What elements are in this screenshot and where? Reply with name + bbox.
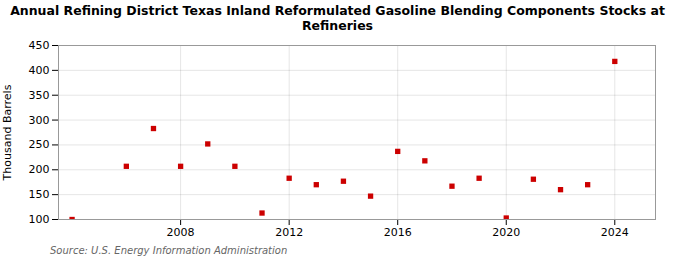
svg-text:250: 250 [29, 138, 50, 151]
svg-text:100: 100 [29, 213, 50, 226]
svg-text:2016: 2016 [384, 226, 412, 239]
svg-text:400: 400 [29, 64, 50, 77]
svg-text:350: 350 [29, 89, 50, 102]
svg-text:2024: 2024 [601, 226, 629, 239]
svg-text:150: 150 [29, 188, 50, 201]
html-text:Annual Refining District Texas: Annual Refining District Texas Inland Re… [10, 3, 665, 33]
svg-text:2012: 2012 [275, 226, 303, 239]
svg-text:2008: 2008 [167, 226, 195, 239]
svg-text:Thousand Barrels: Thousand Barrels [1, 84, 14, 181]
svg-text:450: 450 [29, 39, 50, 52]
html-text:Source: U.S. Energy Informatio: Source: U.S. Energy Information Administ… [50, 245, 288, 256]
svg-text:300: 300 [29, 114, 50, 127]
svg-text:200: 200 [29, 163, 50, 176]
svg-text:2020: 2020 [492, 226, 520, 239]
